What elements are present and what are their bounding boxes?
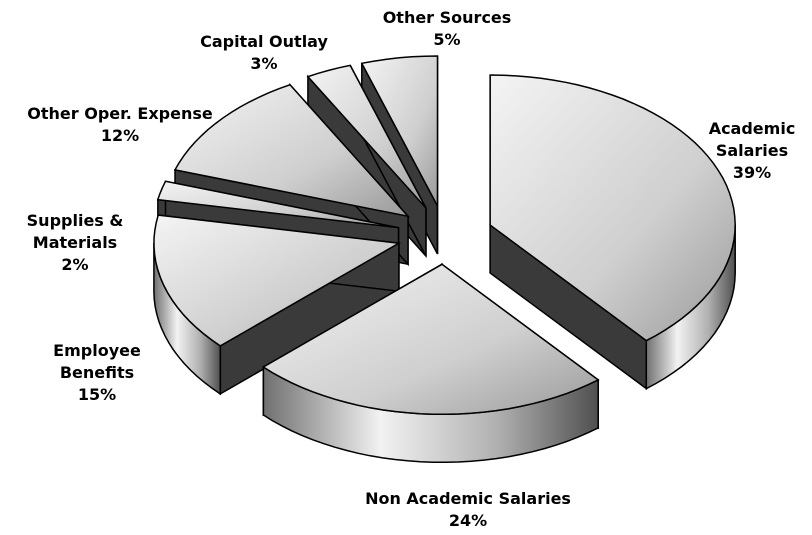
slice bbox=[261, 263, 600, 416]
category-name: Other Oper. Expense bbox=[27, 104, 213, 123]
value-label: 5% bbox=[433, 30, 461, 49]
value-label: 12% bbox=[100, 126, 140, 145]
slice-label: Other Oper. Expense 12% bbox=[0, 103, 250, 147]
value-label: 15% bbox=[77, 385, 117, 404]
value-label: 2% bbox=[61, 255, 89, 274]
slice-label: Other Sources 5% bbox=[347, 7, 547, 51]
category-name: Employee Benefits bbox=[53, 341, 141, 382]
slice-label: Supplies & Materials 2% bbox=[15, 210, 135, 276]
slice-label: Non Academic Salaries 24% bbox=[318, 488, 618, 532]
slice-label: Employee Benefits 15% bbox=[42, 340, 152, 406]
slice bbox=[360, 55, 439, 207]
slice bbox=[306, 64, 427, 209]
slice bbox=[156, 180, 399, 229]
category-name: Other Sources bbox=[382, 8, 512, 27]
slice bbox=[153, 214, 402, 347]
category-name: Capital Outlay bbox=[200, 32, 328, 51]
value-label: 3% bbox=[250, 54, 278, 73]
value-label: 24% bbox=[448, 511, 488, 530]
value-label: 39% bbox=[732, 163, 772, 182]
slice bbox=[489, 74, 736, 342]
category-name: Academic Salaries bbox=[708, 119, 796, 160]
slice-label: Academic Salaries 39% bbox=[697, 118, 807, 184]
category-name: Non Academic Salaries bbox=[365, 489, 571, 508]
category-name: Supplies & Materials bbox=[26, 211, 124, 252]
slice-label: Capital Outlay 3% bbox=[174, 31, 354, 75]
slice bbox=[173, 83, 411, 218]
